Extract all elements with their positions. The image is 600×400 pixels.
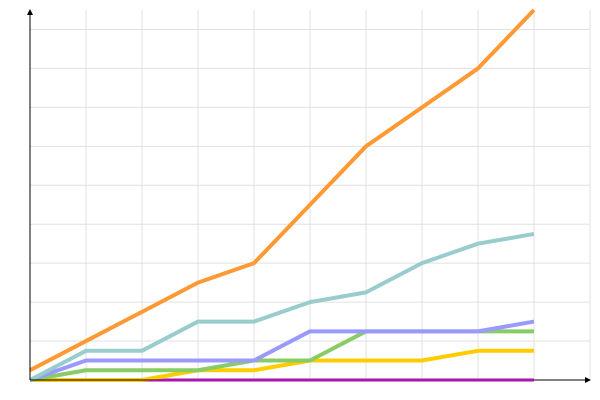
series-line	[29, 231, 535, 382]
series-line	[30, 348, 534, 382]
lines	[29, 8, 536, 382]
series-line	[29, 8, 536, 373]
series-line	[29, 319, 535, 382]
